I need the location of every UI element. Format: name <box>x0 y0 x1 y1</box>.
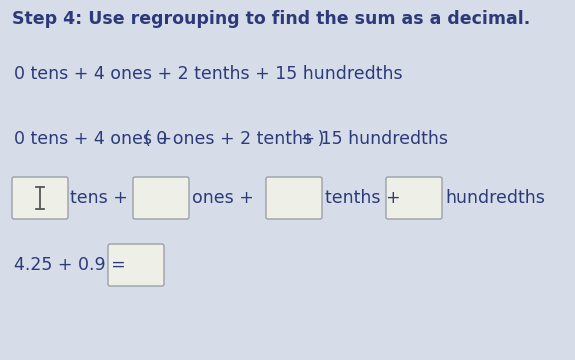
Text: tenths +: tenths + <box>325 189 401 207</box>
FancyBboxPatch shape <box>12 177 68 219</box>
Text: 0 tens + 4 ones + 2 tenths + 15 hundredths: 0 tens + 4 ones + 2 tenths + 15 hundredt… <box>14 65 402 83</box>
FancyBboxPatch shape <box>386 177 442 219</box>
Text: ones +: ones + <box>192 189 254 207</box>
FancyBboxPatch shape <box>108 244 164 286</box>
Text: Step 4: Use regrouping to find the sum as a decimal.: Step 4: Use regrouping to find the sum a… <box>12 10 530 28</box>
Text: 0 tens + 4 ones +: 0 tens + 4 ones + <box>14 130 178 148</box>
Text: ( 0 ones + 2 tenths ): ( 0 ones + 2 tenths ) <box>144 130 324 148</box>
FancyBboxPatch shape <box>133 177 189 219</box>
Text: tens +: tens + <box>70 189 128 207</box>
Text: 4.25 + 0.9 =: 4.25 + 0.9 = <box>14 256 126 274</box>
Text: + 15 hundredths: + 15 hundredths <box>295 130 448 148</box>
FancyBboxPatch shape <box>266 177 322 219</box>
Text: hundredths: hundredths <box>445 189 545 207</box>
